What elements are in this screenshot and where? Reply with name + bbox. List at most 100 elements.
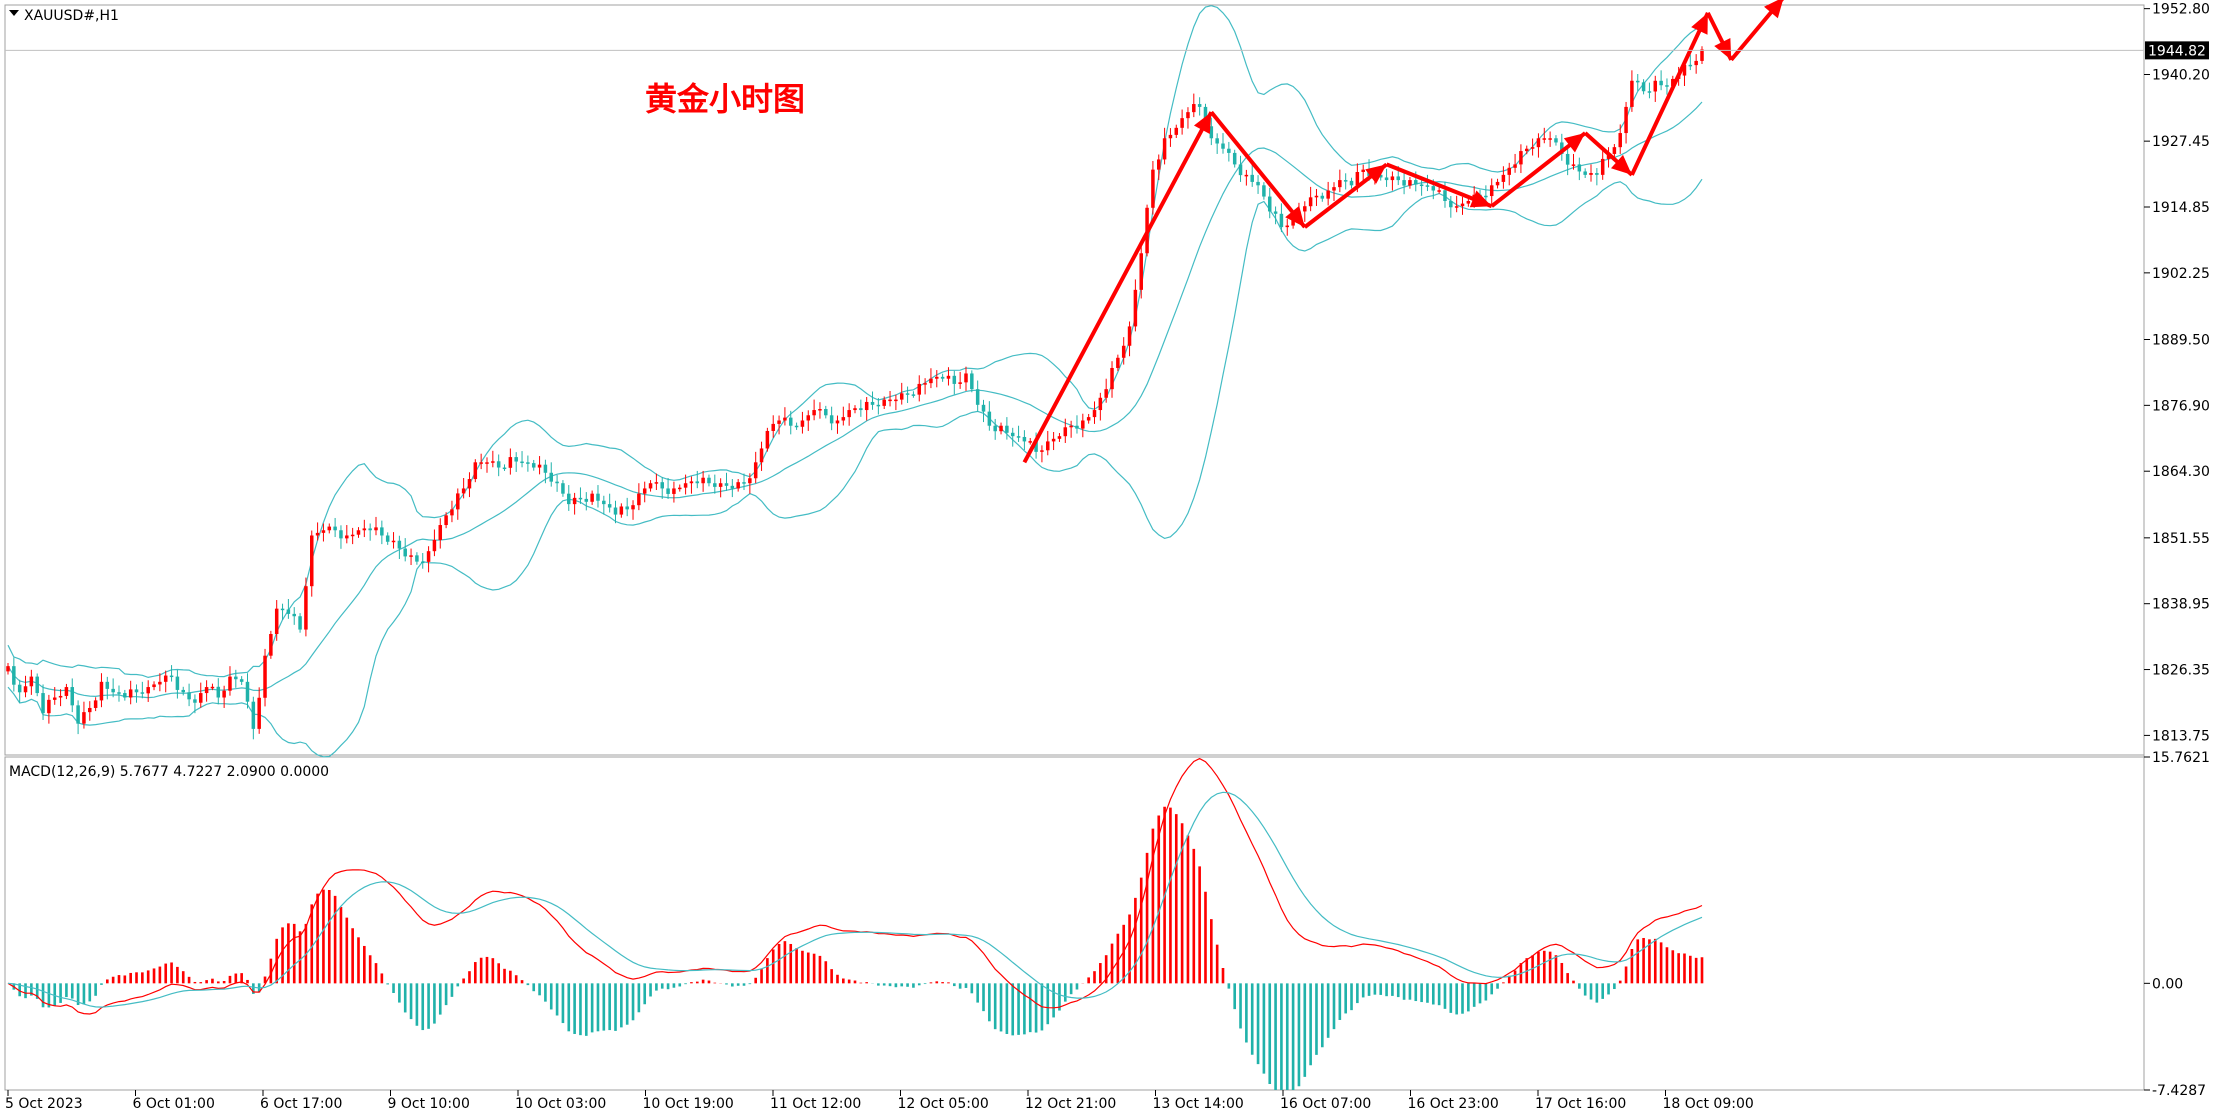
candle-body: [1197, 104, 1202, 107]
candle-body: [537, 464, 542, 468]
candle-body: [93, 700, 98, 708]
candle-body: [514, 457, 518, 462]
candle-body: [1256, 181, 1260, 186]
price-tick-label: 1902.25: [2152, 266, 2210, 282]
candle-body: [356, 530, 361, 535]
candle-body: [1162, 138, 1167, 160]
candle-body: [175, 676, 180, 690]
candle-body: [12, 666, 16, 685]
bollinger-bands: [7, 5, 1703, 758]
candle-body: [461, 488, 466, 494]
candle-body: [1227, 148, 1231, 153]
candle-body: [467, 479, 472, 489]
candle-body: [713, 483, 717, 487]
candle-body: [1192, 104, 1196, 113]
candle-body: [152, 684, 156, 688]
current-price-box: [2145, 41, 2209, 60]
candle-body: [637, 493, 641, 506]
candle-body: [1051, 438, 1056, 442]
candle-body: [806, 415, 811, 421]
candle-body: [578, 497, 583, 500]
candle-body: [23, 686, 28, 693]
symbol-menu-icon[interactable]: [9, 10, 19, 16]
candle-body: [1542, 138, 1547, 140]
macd-label: MACD(12,26,9) 5.7677 4.7227 2.0900 0.000…: [9, 764, 329, 780]
candle-body: [625, 506, 629, 510]
candle-body: [41, 693, 45, 714]
candle-body: [58, 695, 63, 698]
candle-body: [409, 555, 413, 557]
candle-body: [1209, 126, 1214, 139]
candle-body: [374, 527, 378, 531]
candle-body: [654, 482, 659, 484]
candle-body: [1273, 211, 1278, 214]
candle-body: [327, 526, 332, 531]
candle-body: [1303, 206, 1307, 212]
candle-body: [432, 539, 437, 552]
candle-body: [794, 425, 799, 428]
candle-body: [163, 675, 168, 682]
annotation-arrow-shaft: [1209, 110, 1307, 229]
candle-body: [1279, 213, 1284, 228]
price-tick-label: 1889.50: [2152, 332, 2210, 348]
candle-body: [596, 493, 600, 501]
candle-body: [753, 462, 758, 479]
price-tick-label: 1851.55: [2152, 531, 2210, 547]
annotation-arrow-head: [1764, 0, 1783, 19]
candle-body: [1320, 195, 1325, 199]
candle-body: [543, 464, 548, 473]
candle-body: [1600, 158, 1605, 175]
candle-body: [993, 425, 997, 432]
price-tick-label: 1952.80: [2152, 2, 2210, 18]
candle-body: [158, 681, 162, 685]
candle-body: [1069, 425, 1073, 428]
candle-body: [765, 430, 770, 449]
candle-body: [1010, 432, 1015, 437]
price-tick-label: 1826.35: [2152, 663, 2210, 679]
main-pane-border: [4, 4, 2145, 756]
candle-body: [701, 477, 705, 484]
candle-body: [1507, 167, 1511, 175]
macd-axis: 15.7621 0.00 -7.4287: [2144, 750, 2210, 1099]
candle-body: [1449, 200, 1453, 208]
time-tick-label: 10 Oct 19:00: [643, 1096, 734, 1112]
candle-body: [1005, 425, 1009, 433]
candle-body: [572, 497, 577, 505]
candle-body: [269, 634, 273, 656]
candle-body: [876, 404, 881, 407]
time-tick-label: 6 Oct 17:00: [260, 1096, 342, 1112]
bollinger-upper: [7, 5, 1703, 679]
candle-body: [555, 481, 559, 484]
macd-tick-label: 15.7621: [2152, 750, 2210, 766]
candle-body: [783, 417, 787, 421]
macd-tick-label: 0.00: [2152, 976, 2183, 992]
candle-body: [403, 548, 407, 557]
candle-body: [1075, 425, 1079, 429]
candle-body: [1402, 180, 1406, 186]
candle-body: [1104, 389, 1108, 398]
candle-body: [788, 417, 793, 426]
candle-body: [602, 500, 606, 505]
candle-body: [631, 505, 635, 510]
candle-body: [1641, 82, 1646, 92]
candle-body: [1174, 127, 1179, 135]
price-tick-label: 1914.85: [2152, 200, 2210, 216]
candle-body: [1332, 187, 1336, 191]
candle-body: [835, 420, 840, 424]
time-tick-label: 12 Oct 21:00: [1025, 1096, 1116, 1112]
candle-body: [239, 679, 244, 682]
price-axis: 1952.80 1940.20 1927.45 1914.85 1902.25 1889.…: [2144, 2, 2210, 744]
candle-body: [1238, 164, 1243, 176]
candle-body: [1583, 171, 1587, 175]
candle-body: [1092, 410, 1097, 418]
candle-body: [1244, 174, 1249, 177]
candle-body: [607, 504, 612, 508]
candle-body: [1378, 174, 1383, 178]
candle-body: [859, 408, 863, 411]
candle-body: [520, 461, 524, 464]
candle-body: [1554, 138, 1558, 143]
candle-body: [292, 613, 296, 617]
candle-body: [52, 697, 57, 700]
